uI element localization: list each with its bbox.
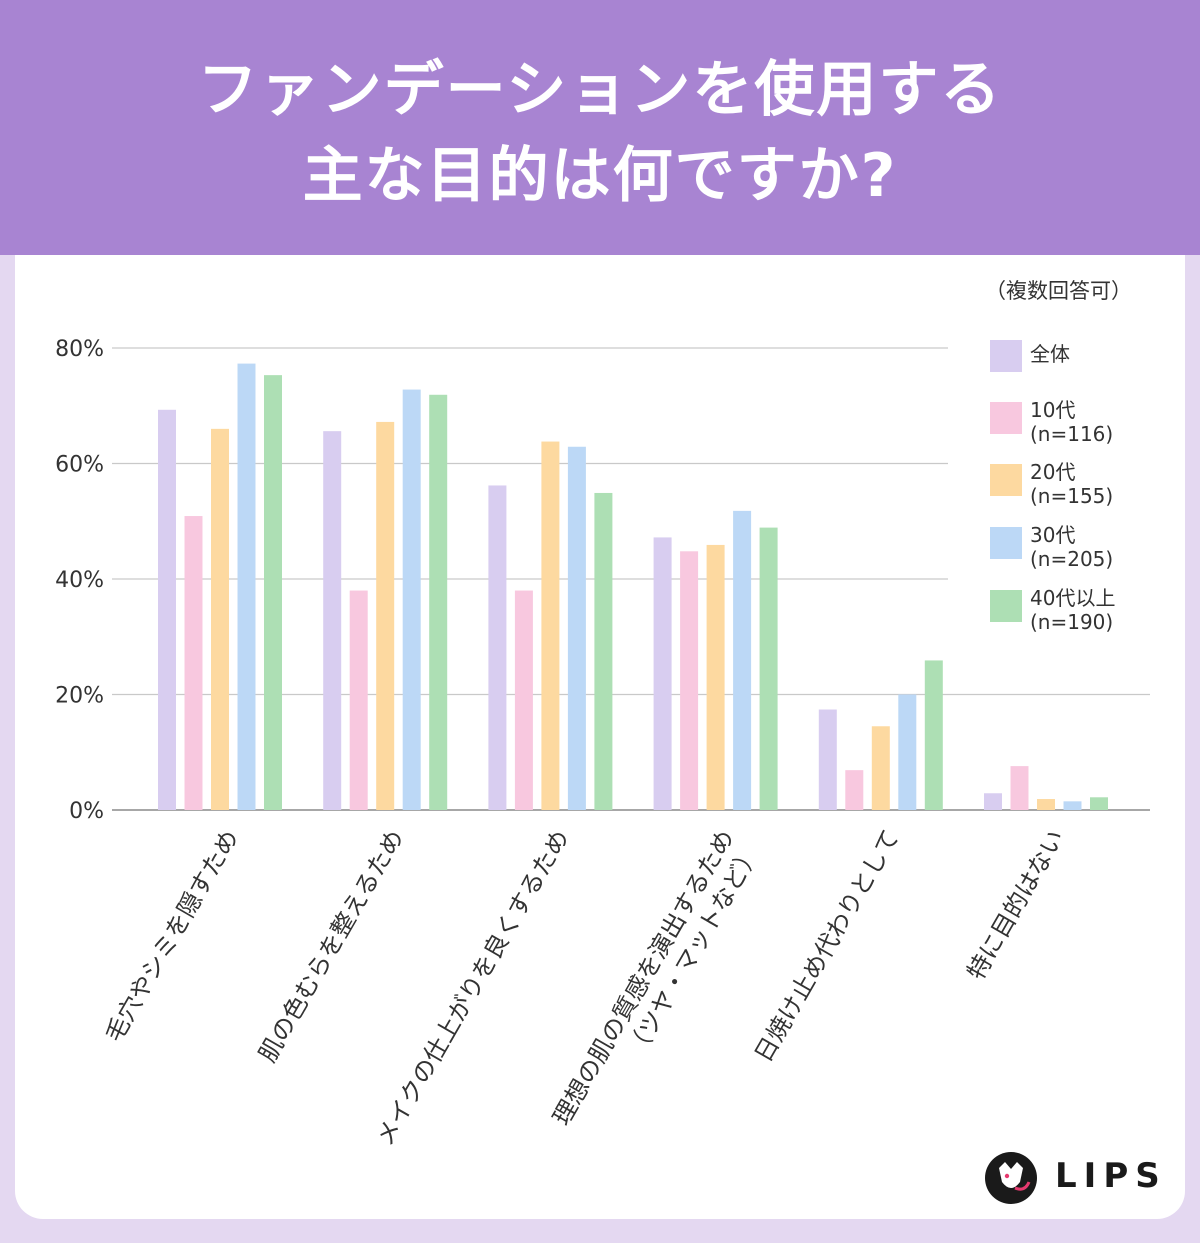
- legend-label-40s-plus: 40代以上: [1030, 586, 1116, 610]
- bar: [1090, 797, 1108, 810]
- bar: [541, 441, 560, 810]
- x-tick-label-line: 理想の肌の質感を演出するため: [547, 825, 739, 1130]
- bar: [924, 660, 943, 810]
- bar: [429, 394, 448, 810]
- bar: [706, 544, 725, 810]
- x-tick-label: 特に目的はない: [962, 825, 1070, 984]
- bar: [349, 590, 368, 810]
- legend-n-10s: (n=116): [1030, 422, 1114, 446]
- legend-label-20s: 20代: [1030, 460, 1076, 484]
- title-line-1: ファンデーションを使用する: [197, 55, 1003, 125]
- bar: [733, 510, 752, 810]
- x-tick-label: 毛穴やシミを隠すため: [100, 825, 244, 1047]
- x-tick-label: 肌の色むらを整えるため: [253, 825, 409, 1067]
- bar: [680, 551, 699, 810]
- legend-label-30s: 30代: [1030, 523, 1076, 547]
- x-tick-label: 日焼け止め代わりとして: [749, 825, 905, 1067]
- y-tick-label: 60%: [55, 453, 104, 478]
- bar: [488, 485, 507, 810]
- bar: [653, 537, 672, 810]
- bar: [1010, 766, 1029, 810]
- header-banner: ファンデーションを使用する 主な目的は何ですか?: [0, 0, 1200, 255]
- x-tick-label-line: 毛穴やシミを隠すため: [100, 825, 244, 1047]
- x-tick-label-line: 日焼け止め代わりとして: [749, 825, 905, 1067]
- bar: [402, 389, 421, 810]
- bar: [1063, 801, 1082, 810]
- bar: [211, 428, 229, 810]
- bar: [984, 793, 1002, 810]
- bar: [845, 770, 864, 810]
- bar: [323, 431, 342, 810]
- legend-swatch-30s: [990, 527, 1022, 559]
- bar: [594, 492, 613, 810]
- legend-swatch-10s: [990, 402, 1022, 434]
- bar: [376, 421, 395, 810]
- y-tick-label: 80%: [55, 337, 104, 362]
- logo-mark-icon: [985, 1152, 1037, 1204]
- legend-n-30s: (n=205): [1030, 547, 1114, 571]
- y-tick-label: 20%: [55, 684, 104, 709]
- x-tick-label-line: 特に目的はない: [962, 825, 1070, 984]
- logo-text: LIPS: [1055, 1156, 1167, 1196]
- bar: [184, 516, 203, 810]
- legend-label-all: 全体: [1030, 342, 1070, 366]
- y-tick-label: 40%: [55, 568, 104, 593]
- bar: [158, 409, 176, 810]
- lips-logo: LIPS: [985, 1152, 1160, 1204]
- legend-swatch-all: [990, 340, 1022, 372]
- legend-label-10s: 10代: [1030, 398, 1076, 422]
- x-tick-label: メイクの仕上がりを良くするため: [371, 825, 575, 1150]
- bar: [514, 590, 533, 810]
- bar: [567, 446, 586, 810]
- x-tick-label: 理想の肌の質感を演出するため（ツヤ・マットなど）: [547, 825, 765, 1130]
- multiple-answer-note: （複数回答可）: [985, 279, 1132, 303]
- bar: [871, 726, 890, 810]
- bar: [759, 527, 778, 810]
- legend-n-40s-plus: (n=190): [1030, 610, 1114, 634]
- y-tick-label: 0%: [69, 799, 104, 824]
- bar: [818, 709, 837, 810]
- title-line-2: 主な目的は何ですか?: [302, 141, 898, 211]
- x-tick-label-line: 肌の色むらを整えるため: [253, 825, 409, 1067]
- bar: [264, 375, 282, 810]
- bar: [898, 694, 917, 810]
- x-tick-label-line: メイクの仕上がりを良くするため: [371, 825, 575, 1150]
- bar: [1037, 799, 1055, 810]
- bar: [237, 363, 256, 810]
- legend-swatch-40s-plus: [990, 590, 1022, 622]
- legend-n-20s: (n=155): [1030, 484, 1114, 508]
- legend-swatch-20s: [990, 464, 1022, 496]
